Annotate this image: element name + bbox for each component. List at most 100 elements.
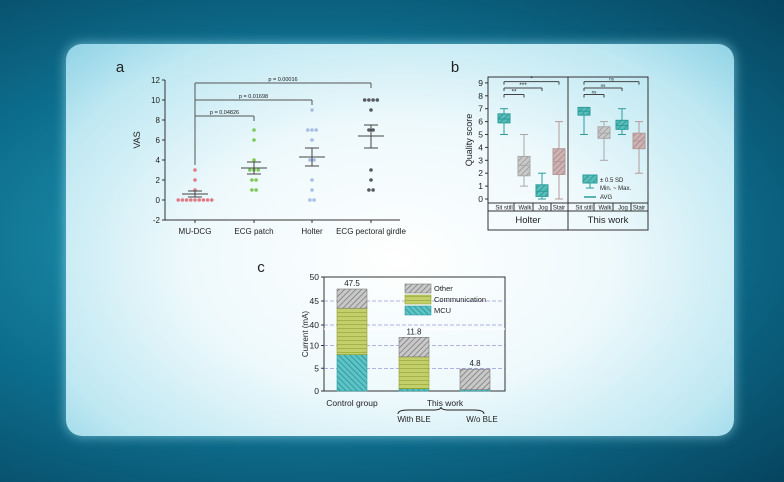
y-tick-label: 10 bbox=[310, 341, 320, 351]
data-point bbox=[308, 158, 312, 162]
legend-label: MCU bbox=[434, 306, 451, 315]
legend-swatch bbox=[404, 305, 432, 316]
data-point bbox=[371, 98, 375, 102]
data-point bbox=[252, 138, 256, 142]
y-tick-label: 4 bbox=[478, 142, 483, 152]
data-point bbox=[367, 128, 371, 132]
data-point bbox=[248, 168, 252, 172]
data-point bbox=[310, 108, 314, 112]
data-point bbox=[201, 198, 206, 202]
data-point bbox=[210, 198, 214, 202]
category-label: Stair bbox=[633, 206, 645, 212]
y-tick-label: 40 bbox=[310, 320, 320, 330]
bar-total-label: 4.8 bbox=[469, 359, 481, 368]
data-point bbox=[205, 198, 210, 202]
data-point bbox=[252, 128, 256, 132]
data-point bbox=[310, 138, 314, 142]
data-point bbox=[310, 188, 314, 192]
data-point bbox=[367, 98, 371, 102]
legend-box-icon bbox=[582, 174, 598, 184]
y-tick-label: 7 bbox=[478, 104, 483, 114]
y-tick-label: -2 bbox=[153, 216, 161, 225]
category-label: Stair bbox=[553, 206, 565, 212]
group-label: This work bbox=[427, 398, 464, 408]
data-point bbox=[371, 128, 375, 132]
y-tick-label: 5 bbox=[478, 130, 483, 140]
box bbox=[535, 184, 549, 197]
bar-segment-communication bbox=[398, 356, 430, 390]
legend-label: Other bbox=[434, 284, 453, 293]
y-tick-label: 5 bbox=[314, 363, 319, 373]
significance-label: ns bbox=[609, 77, 615, 82]
legend-label: Min. ~ Max. bbox=[600, 186, 632, 192]
y-tick-label: 2 bbox=[478, 168, 483, 178]
group-label: This work bbox=[588, 215, 629, 226]
significance-label: ** bbox=[511, 89, 517, 96]
box bbox=[497, 113, 511, 124]
data-point bbox=[310, 128, 314, 132]
category-label: Sit still bbox=[575, 206, 592, 212]
y-tick-label: 3 bbox=[478, 155, 483, 165]
data-point bbox=[306, 128, 310, 132]
legend-label: AVG bbox=[600, 195, 613, 201]
p-value-label: p = 0.00016 bbox=[268, 77, 297, 83]
box bbox=[615, 119, 629, 130]
data-point bbox=[197, 198, 201, 202]
data-point bbox=[362, 98, 367, 102]
x-tick-label: ECG pectoral girdle bbox=[336, 227, 406, 236]
y-axis-label: VAS bbox=[132, 131, 142, 148]
bar-segment-communication bbox=[336, 307, 368, 355]
bar-segment-mcu bbox=[398, 388, 430, 392]
bar-total-label: 47.5 bbox=[344, 279, 360, 288]
group-brace bbox=[397, 406, 485, 415]
data-point bbox=[256, 168, 261, 172]
data-point bbox=[312, 158, 316, 162]
panel-label-b: b bbox=[451, 59, 459, 76]
y-tick-label: 45 bbox=[310, 296, 320, 306]
panel-label-c: c bbox=[257, 259, 265, 276]
p-value-label: p = 0.01698 bbox=[239, 94, 268, 100]
data-point bbox=[180, 198, 185, 202]
data-point bbox=[371, 188, 375, 192]
data-point bbox=[252, 158, 256, 162]
data-point bbox=[189, 198, 193, 202]
y-tick-label: 50 bbox=[310, 272, 320, 282]
y-tick-label: 1 bbox=[478, 181, 483, 191]
data-point bbox=[193, 178, 197, 182]
x-tick-label: MU-DCG bbox=[179, 227, 212, 236]
bar-total-label: 11.8 bbox=[407, 327, 423, 336]
data-point bbox=[254, 178, 258, 182]
y-tick-label: 6 bbox=[156, 136, 161, 145]
data-point bbox=[250, 178, 254, 182]
significance-label: ns bbox=[592, 90, 598, 95]
category-label: Jog bbox=[618, 206, 628, 212]
bar-segment-other bbox=[336, 288, 368, 309]
p-value-label: p = 0.04826 bbox=[210, 110, 239, 116]
x-tick-label: Control group bbox=[326, 398, 378, 408]
category-label: Jog bbox=[538, 206, 548, 212]
box bbox=[517, 155, 531, 177]
y-tick-label: 0 bbox=[478, 194, 483, 204]
data-point bbox=[369, 108, 373, 112]
group-label: Holter bbox=[515, 215, 540, 226]
y-tick-label: 12 bbox=[151, 76, 160, 85]
y-tick-label: 0 bbox=[156, 196, 161, 205]
data-point bbox=[308, 198, 312, 202]
legend-swatch bbox=[404, 283, 432, 294]
y-tick-label: 0 bbox=[314, 386, 319, 396]
x-tick-label: W/o BLE bbox=[466, 415, 498, 424]
significance-label: * bbox=[530, 76, 533, 83]
box bbox=[597, 126, 611, 139]
data-point bbox=[250, 188, 254, 192]
significance-label: ns bbox=[601, 83, 607, 88]
x-tick-label: ECG patch bbox=[234, 227, 273, 236]
y-tick-label: 4 bbox=[156, 156, 161, 165]
data-point bbox=[314, 128, 319, 132]
data-point bbox=[369, 178, 373, 182]
y-tick-label: 8 bbox=[478, 91, 483, 101]
legend-label: Communication bbox=[434, 295, 486, 304]
significance-label: *** bbox=[519, 82, 527, 89]
data-point bbox=[375, 98, 380, 102]
y-axis-label: Quality score bbox=[464, 114, 474, 167]
